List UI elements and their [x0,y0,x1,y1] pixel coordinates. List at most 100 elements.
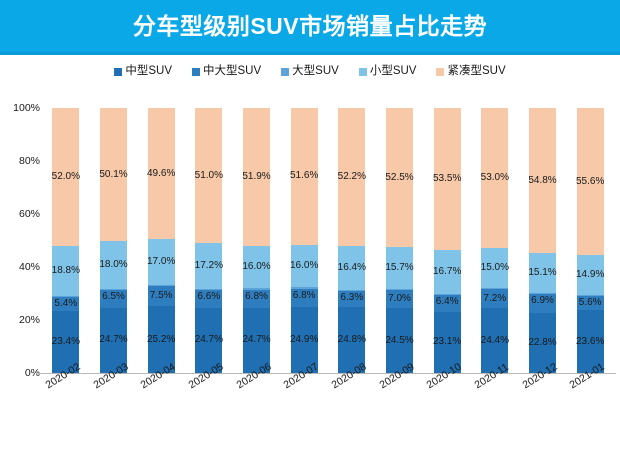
x-axis-tick-mark [208,373,210,377]
bar-value-label: 24.4% [480,334,510,346]
bar-segment[interactable]: 7.2% [481,289,509,309]
bar-segment[interactable]: 18.0% [99,241,128,289]
bar-column[interactable]: 24.4% 7.2% 0.4% 15.0% 53.0% [480,108,510,373]
bar-segment[interactable]: 5.6% [576,295,604,311]
x-axis-tick-mark [399,373,401,377]
legend-item-label: 小型SUV [369,65,417,78]
bar-value-label: 6.6% [197,291,221,303]
bar-column[interactable]: 24.7% 6.6%0.6% 17.2% 51.0% [195,108,223,373]
bar-segment[interactable]: 50.1% [99,108,128,242]
bar-segment[interactable]: 15.1% [528,253,557,294]
x-axis-tick-mark [351,373,353,377]
bar-segment[interactable]: 16.0% [290,244,318,288]
bar-segment[interactable]: 6.3% [338,290,366,308]
bar-segment[interactable]: 16.4% [337,246,367,290]
legend-item[interactable]: 紧凑型SUV [436,66,506,78]
bar-segment[interactable]: 18.8% [51,245,81,296]
bar-segment[interactable]: 14.9% [576,255,604,295]
bar-column[interactable]: 24.7% 6.5%0.6% 18.0% 50.1% [99,108,128,373]
bar-segment[interactable]: 0.3% [386,279,413,290]
bar-value-label: 24.9% [289,334,319,345]
bar-column[interactable]: 22.8% 6.9%0.5% 15.1% 54.8% [528,108,557,373]
bar-value-label: 51.9% [242,170,271,182]
bar-value-label: 51.6% [289,170,319,182]
bar-segment[interactable]: 15.7% [385,247,414,289]
bar-segment[interactable]: 51.9% [242,108,271,246]
bar-segment[interactable]: 6.4% [433,294,461,312]
bar-value-label: 18.8% [51,264,81,276]
bar-column[interactable]: 23.1% 6.4%0.3% 16.7% 53.5% [433,108,461,373]
chart-plot-area: 0%20%40%60%80%100% 23.4%5.4%0.4%18.8%52.… [0,90,620,465]
bar-segment[interactable]: 49.6% [147,108,175,240]
bar-column[interactable]: 23.6% 5.6%0.3% 14.9% 55.6% [575,108,605,373]
legend-swatch-icon [436,68,445,76]
bar-segment[interactable]: 0.4% [481,279,509,290]
bar-segment[interactable]: 52.5% [385,108,414,248]
bar-segment[interactable]: 5.4% [52,296,80,311]
bar-segment[interactable]: 7.5% [147,286,175,307]
y-axis-tick-label: 40% [18,260,40,273]
bar-value-label: 16.4% [337,261,367,273]
bar-segment[interactable]: 17.0% [147,239,175,285]
legend-item[interactable]: 大型SUV [281,66,339,78]
bar-segment[interactable]: 17.2% [195,243,223,289]
bar-segment[interactable]: 0.6% [100,279,127,291]
legend-item-label: 大型SUV [292,65,339,78]
bar-segment[interactable]: 0.4% [52,286,80,297]
bar-segment[interactable]: 53.5% [433,108,461,250]
bar-segment[interactable]: 52.0% [52,108,80,246]
bar-segment[interactable]: 55.6% [576,108,604,256]
bar-column[interactable]: 24.5% 7.0% 0.3% 15.7% 52.5% [385,108,414,373]
bar-segment[interactable]: 0.6% [243,278,270,290]
bar-segment[interactable]: 0.6% [195,279,223,291]
bar-segment[interactable]: 7.0% [386,289,413,309]
bar-segment[interactable]: 51.0% [195,108,223,244]
bar-segment[interactable]: 6.9% [529,294,556,313]
bar-value-label: 24.7% [242,334,271,346]
bar-segment[interactable]: 15.0% [481,248,509,289]
bar-column[interactable]: 24.7% 6.8%0.6% 16.0% 51.9% [242,108,271,373]
bar-segment[interactable]: 0.7% [290,278,318,289]
x-axis-tick-mark [65,373,67,377]
x-axis-tick-mark [494,373,496,377]
bar-segment[interactable]: 24.7% [195,307,223,373]
bar-value-label: 15.1% [528,267,557,279]
bar-value-label: 52.5% [385,171,414,183]
legend-item[interactable]: 小型SUV [358,65,417,78]
legend-item[interactable]: 中大型SUV [192,66,261,78]
bar-segment[interactable]: 52.2% [338,108,366,247]
x-axis-tick-mark [113,373,115,377]
bar-segment[interactable]: 0.3% [576,285,604,296]
bar-segment[interactable]: 16.7% [433,249,461,295]
bar-segment[interactable]: 6.6% [195,290,223,308]
bar-segment[interactable]: 0.7% [147,275,175,287]
bar-segment[interactable]: 16.0% [242,245,271,288]
y-axis-tick-label: 60% [18,207,40,220]
bar-segment[interactable]: 0.5% [529,284,556,295]
bar-value-label: 6.3% [340,291,364,303]
legend-swatch-icon [114,68,123,76]
bar-column[interactable]: 24.9% 6.8%0.7% 16.0% 51.6% [289,108,319,373]
bar-segment[interactable]: 0.3% [433,285,461,295]
y-axis-tick-label: 80% [18,154,40,167]
x-axis-tick-mark [161,373,163,377]
bar-segment[interactable]: 53.0% [481,108,509,249]
bar-value-label: 22.8% [528,336,557,348]
bar-value-label: 7.5% [149,290,173,302]
x-axis-tick-mark [590,373,592,377]
bar-column[interactable]: 23.4% 5.4%0.4% 18.8% 52.0% [51,108,81,373]
bar-value-label: 23.6% [575,335,605,347]
legend-swatch-icon [281,68,290,76]
bar-segment[interactable]: 6.8% [290,289,318,308]
bar-segment[interactable]: 51.6% [289,108,319,245]
bar-column[interactable]: 25.2% 7.5% 0.7% 17.0% 49.6% [147,108,175,373]
bar-segment[interactable]: 6.8% [243,289,270,308]
x-axis-line [36,373,616,374]
legend-swatch-icon [192,68,201,76]
bar-segment[interactable]: 6.5% [100,290,127,308]
legend-item[interactable]: 中型SUV [114,66,172,78]
bar-column[interactable]: 24.8% 6.3%0.4% 16.4% 52.2% [337,108,367,373]
bar-segment[interactable]: 54.8% [528,108,557,254]
bar-value-label: 24.8% [337,334,367,346]
bar-segment[interactable]: 0.4% [338,280,366,291]
